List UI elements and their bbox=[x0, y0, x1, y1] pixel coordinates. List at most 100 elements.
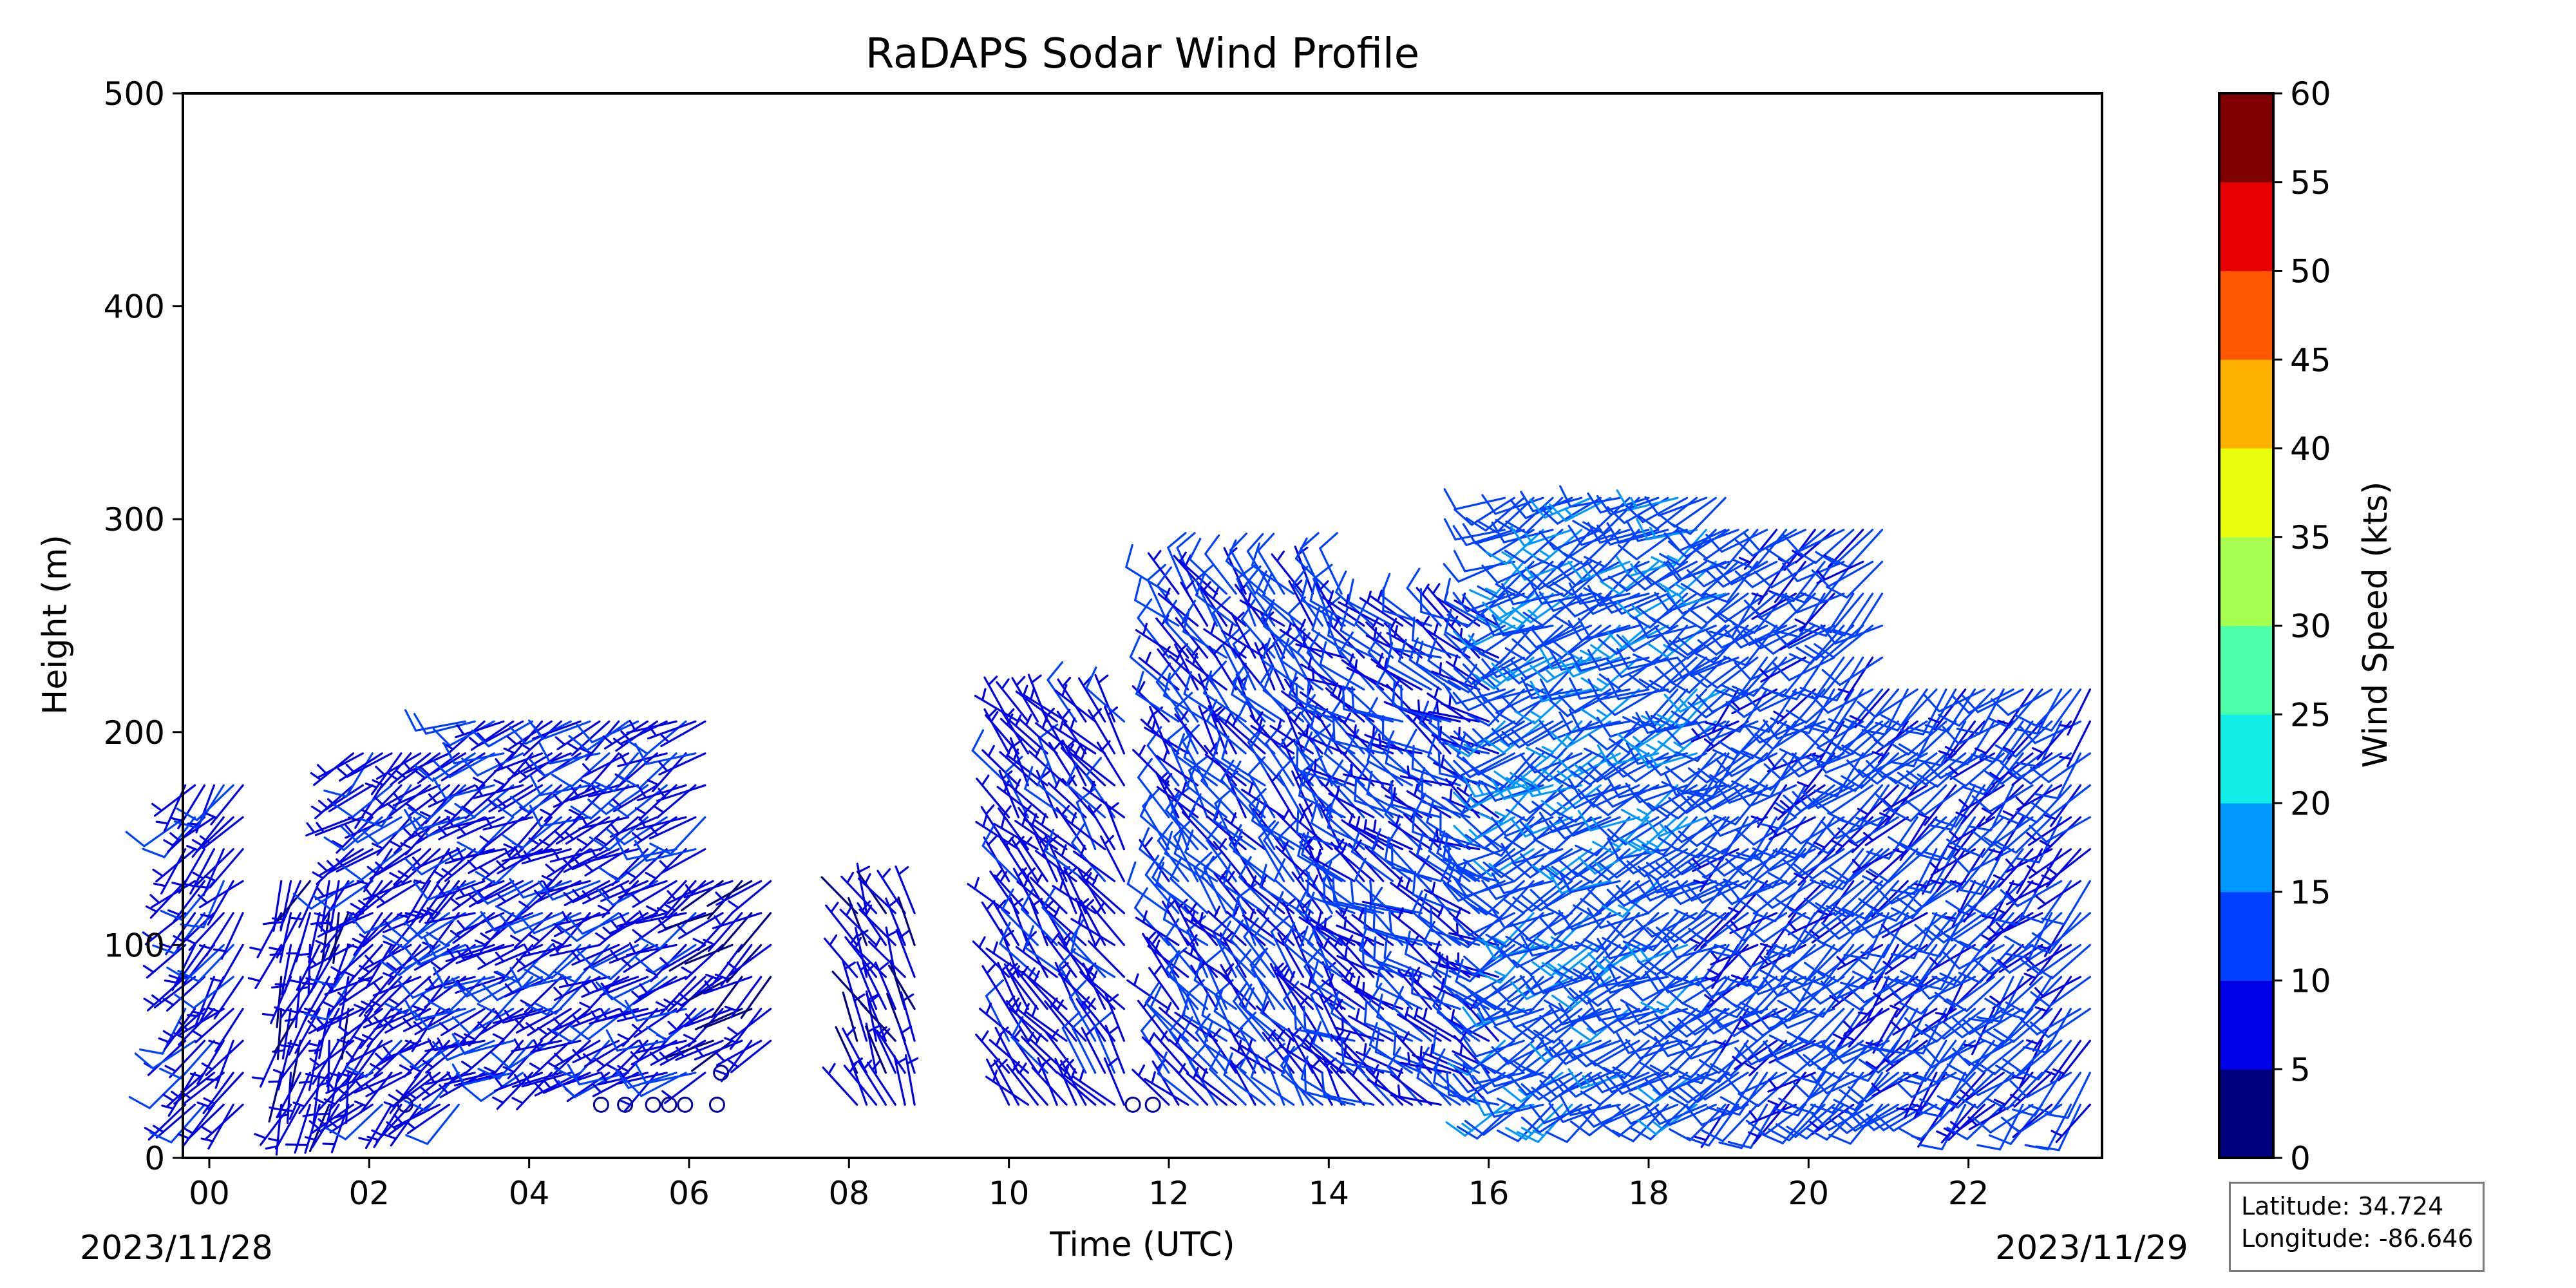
wind-barb bbox=[307, 1007, 340, 1054]
wind-barb bbox=[1178, 554, 1218, 595]
wind-barb-feather bbox=[531, 964, 553, 980]
wind-barb-feather bbox=[999, 922, 1011, 945]
wind-barb bbox=[493, 752, 544, 773]
wind-barb-feather bbox=[1070, 811, 1077, 825]
wind-barb-feather bbox=[1146, 564, 1166, 582]
wind-barb-feather bbox=[171, 1090, 182, 1100]
wind-barb-feather bbox=[714, 915, 723, 927]
wind-barb bbox=[1172, 1063, 1209, 1106]
wind-barb-feather bbox=[518, 900, 531, 909]
wind-barb bbox=[354, 1072, 402, 1094]
wind-barb bbox=[1294, 537, 1333, 595]
wind-barb-feather bbox=[413, 880, 430, 901]
wind-barb-feather bbox=[1305, 724, 1309, 738]
wind-barb-staff bbox=[1204, 553, 1237, 595]
wind-barb-feather bbox=[1157, 1051, 1168, 1075]
wind-barb-feather bbox=[667, 890, 677, 901]
wind-barb bbox=[158, 912, 196, 956]
wind-barb bbox=[145, 880, 187, 919]
wind-barb bbox=[461, 1039, 505, 1075]
wind-barb-feather bbox=[571, 787, 580, 799]
wind-barb-feather bbox=[372, 842, 384, 850]
wind-barb bbox=[1144, 1071, 1189, 1106]
wind-barb bbox=[405, 1103, 460, 1145]
wind-barb-feather bbox=[590, 966, 612, 980]
wind-barb-feather bbox=[203, 1097, 216, 1105]
wind-barb-feather bbox=[1278, 819, 1297, 838]
wind-barb bbox=[1147, 549, 1180, 595]
wind-barb-feather bbox=[160, 909, 184, 921]
wind-barb-feather bbox=[1167, 532, 1187, 549]
wind-barb-feather bbox=[1276, 550, 1285, 562]
wind-barb bbox=[471, 880, 534, 905]
wind-barb-feather bbox=[466, 944, 474, 957]
wind-barb-feather bbox=[1201, 1068, 1208, 1081]
wind-barb-feather bbox=[1397, 1084, 1401, 1098]
wind-barb-feather bbox=[358, 1137, 372, 1142]
wind-barb-staff bbox=[344, 1103, 383, 1141]
wind-barb bbox=[1314, 580, 1343, 627]
wind-barb-feather bbox=[1314, 759, 1317, 773]
wind-barb-feather bbox=[274, 983, 289, 986]
wind-barb bbox=[1173, 830, 1218, 882]
wind-barb bbox=[983, 707, 1010, 755]
wind-barb-feather bbox=[382, 934, 404, 949]
wind-barb-feather bbox=[454, 802, 475, 819]
wind-barb-feather bbox=[1167, 723, 1187, 741]
wind-barb bbox=[1016, 1003, 1058, 1042]
wind-barb bbox=[1226, 714, 1266, 755]
wind-barb-feather bbox=[1228, 623, 1234, 637]
wind-barb-feather bbox=[566, 915, 584, 935]
wind-barb-feather bbox=[1030, 687, 1036, 701]
wind-barb-feather bbox=[1319, 580, 1329, 591]
wind-barb-staff bbox=[497, 976, 534, 1016]
wind-barb-feather bbox=[985, 979, 1004, 998]
wind-barb bbox=[520, 943, 572, 958]
wind-barb-feather bbox=[1497, 605, 1508, 616]
wind-barb-feather bbox=[1311, 875, 1319, 887]
wind-barb-feather bbox=[1452, 525, 1468, 546]
wind-barb-feather bbox=[683, 1034, 696, 1041]
wind-barb-feather bbox=[1332, 877, 1336, 903]
wind-barb-feather bbox=[525, 1003, 549, 1016]
wind-barb-feather bbox=[1213, 798, 1222, 822]
wind-barb-feather bbox=[1276, 1029, 1285, 1041]
wind-barb bbox=[554, 816, 601, 845]
wind-barb-staff bbox=[181, 880, 216, 921]
wind-barb-feather bbox=[310, 772, 322, 781]
wind-barb-staff bbox=[406, 912, 451, 943]
wind-barb-feather bbox=[647, 779, 659, 786]
wind-barb-feather bbox=[659, 1051, 670, 1062]
wind-barb-feather bbox=[477, 955, 488, 966]
wind-barb-feather bbox=[406, 1090, 417, 1100]
wind-barb-feather bbox=[1023, 837, 1032, 848]
wind-barb-feather bbox=[1079, 1069, 1084, 1083]
wind-barb-feather bbox=[1203, 851, 1222, 869]
wind-barb-feather bbox=[437, 885, 446, 897]
wind-barb-feather bbox=[1041, 813, 1047, 826]
wind-barb bbox=[1018, 804, 1048, 851]
wind-barb bbox=[554, 1039, 601, 1067]
wind-barb-feather bbox=[981, 688, 987, 701]
wind-barb bbox=[502, 816, 562, 850]
wind-barb-feather bbox=[516, 769, 528, 779]
wind-barb bbox=[1270, 915, 1295, 978]
wind-barb-feather bbox=[598, 866, 619, 882]
wind-barb bbox=[1056, 804, 1087, 851]
wind-barb-feather bbox=[1352, 1065, 1359, 1077]
wind-barb-feather bbox=[159, 1067, 182, 1080]
wind-barb-feather bbox=[987, 835, 998, 846]
wind-barb-feather bbox=[1265, 643, 1276, 653]
wind-barb-staff bbox=[1162, 918, 1209, 947]
wind-barb bbox=[303, 976, 355, 1021]
wind-barb-feather bbox=[134, 1052, 154, 1070]
wind-barb-feather bbox=[547, 1027, 559, 1037]
wind-barb bbox=[327, 848, 374, 875]
wind-barb-feather bbox=[1307, 656, 1312, 670]
wind-barb bbox=[1299, 925, 1343, 978]
wind-barb bbox=[858, 1059, 887, 1106]
wind-barb bbox=[1096, 740, 1126, 787]
wind-barb-feather bbox=[1289, 671, 1298, 696]
wind-barb-staff bbox=[448, 720, 495, 747]
wind-barb-staff bbox=[1134, 599, 1180, 627]
